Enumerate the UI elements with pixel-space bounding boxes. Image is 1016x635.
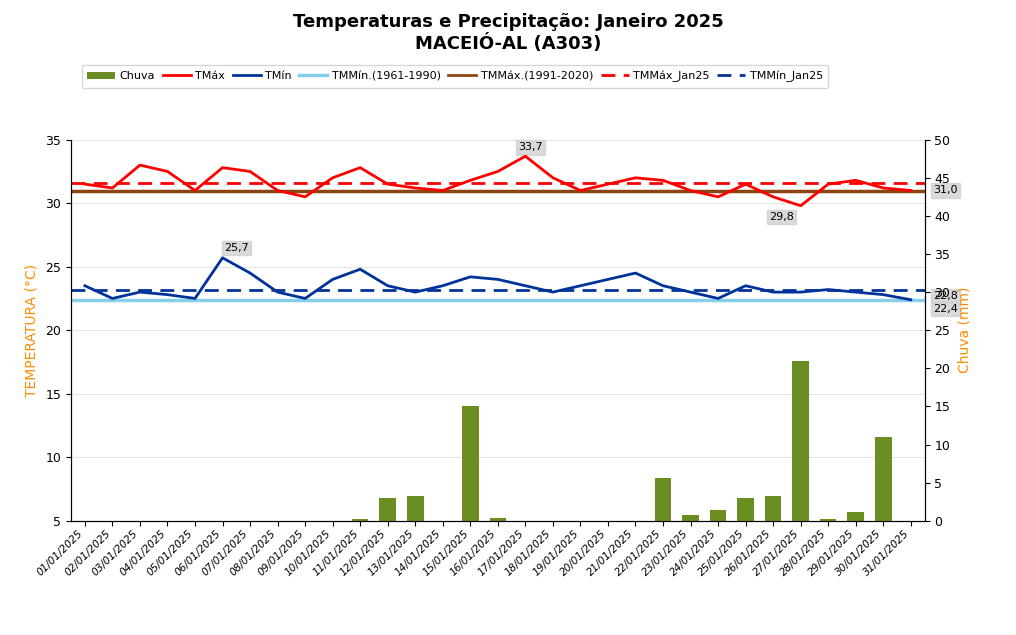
Bar [875, 437, 891, 521]
Bar [462, 406, 479, 521]
Bar [352, 519, 369, 521]
Bar [379, 498, 396, 521]
Text: 22,4: 22,4 [933, 304, 958, 314]
Bar [683, 514, 699, 521]
Bar [792, 361, 809, 521]
Bar [407, 497, 424, 521]
Bar [847, 512, 864, 521]
Text: 33,7: 33,7 [518, 142, 544, 152]
Text: 29,8: 29,8 [769, 212, 793, 222]
Bar [765, 497, 781, 521]
Text: 22,8: 22,8 [933, 291, 958, 301]
Legend: Chuva, TMáx, TMín, TMMín.(1961-1990), TMMáx.(1991-2020), TMMáx_Jan25, TMMín_Jan2: Chuva, TMáx, TMín, TMMín.(1961-1990), TM… [82, 65, 828, 88]
Text: 25,7: 25,7 [224, 243, 249, 253]
Bar [738, 498, 754, 521]
Bar [820, 519, 836, 521]
Bar [490, 518, 506, 521]
Y-axis label: TEMPERATURA (°C): TEMPERATURA (°C) [24, 264, 39, 397]
Bar [654, 478, 672, 521]
Text: 31,0: 31,0 [933, 185, 957, 196]
Text: Temperaturas e Precipitação: Janeiro 2025
MACEIÓ-AL (A303): Temperaturas e Precipitação: Janeiro 202… [293, 13, 723, 53]
Bar [710, 510, 726, 521]
Y-axis label: Chuva (mm): Chuva (mm) [957, 287, 971, 373]
